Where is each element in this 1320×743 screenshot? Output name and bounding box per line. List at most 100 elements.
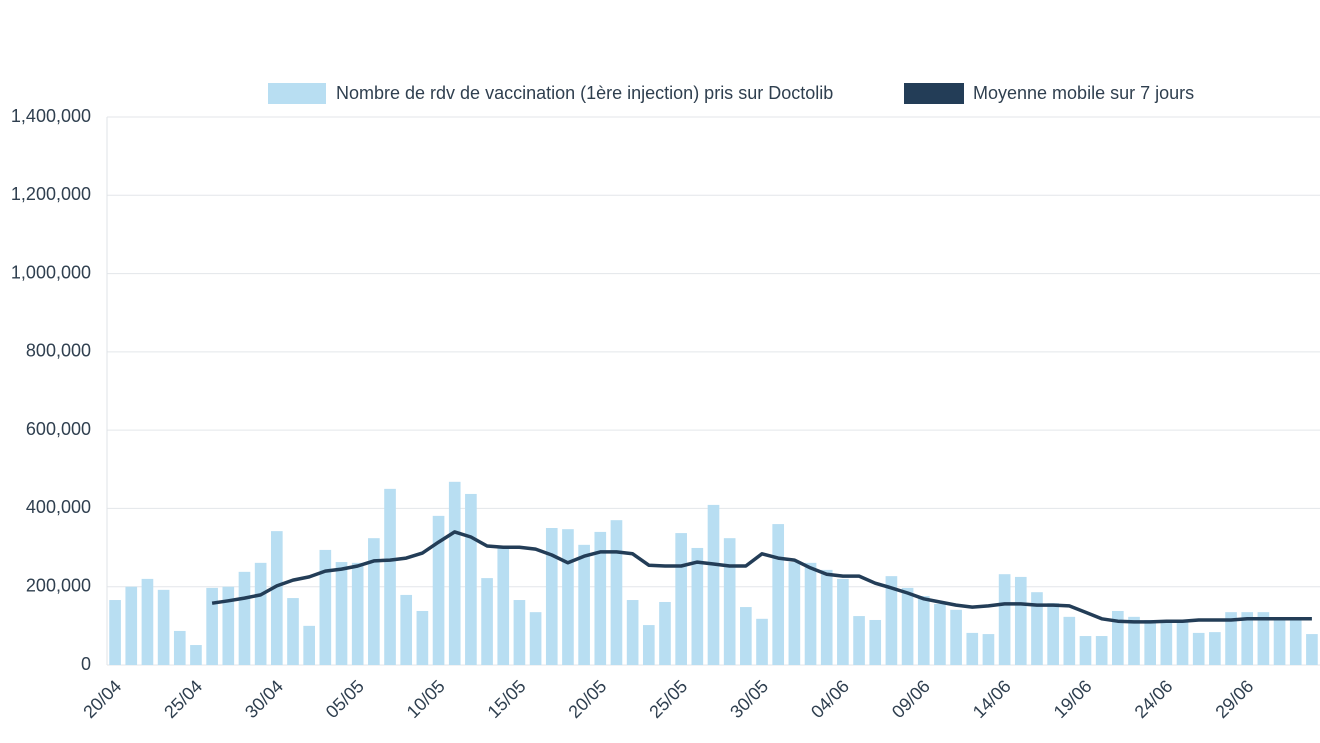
bar xyxy=(545,528,558,665)
x-tick-label: 25/05 xyxy=(645,676,691,722)
y-tick-label: 0 xyxy=(81,654,91,674)
bar xyxy=(1209,632,1221,665)
x-tick-label: 30/05 xyxy=(726,676,772,722)
bar xyxy=(934,603,946,665)
x-tick-label: 19/06 xyxy=(1050,676,1096,722)
bar xyxy=(1192,632,1205,665)
bar xyxy=(109,600,121,665)
bar xyxy=(125,586,138,665)
x-tick-label: 20/04 xyxy=(79,676,125,722)
bar xyxy=(578,544,590,665)
bar xyxy=(707,504,720,665)
x-tick-label: 30/04 xyxy=(241,676,287,722)
bar xyxy=(287,598,299,665)
bar xyxy=(1095,636,1108,665)
bar xyxy=(788,562,801,665)
moving-average-line xyxy=(211,530,1312,624)
bar xyxy=(1014,576,1027,665)
bar xyxy=(1079,636,1092,665)
x-tick-label: 04/06 xyxy=(807,676,853,722)
bar xyxy=(917,596,930,665)
bar xyxy=(529,612,542,665)
bar xyxy=(853,616,865,665)
bar xyxy=(190,645,202,665)
x-tick-label: 20/05 xyxy=(564,676,610,722)
bar xyxy=(772,524,785,665)
bar xyxy=(804,562,817,665)
bar xyxy=(610,520,623,665)
bar xyxy=(594,531,607,665)
bar xyxy=(675,533,687,665)
bar xyxy=(1289,619,1302,665)
bar xyxy=(335,562,348,665)
bar xyxy=(1176,621,1189,665)
y-tick-label: 1,000,000 xyxy=(11,262,91,282)
bar xyxy=(756,618,768,665)
legend-swatch xyxy=(268,83,326,104)
x-tick-label: 15/05 xyxy=(484,676,530,722)
y-tick-label: 1,200,000 xyxy=(11,184,91,204)
bar xyxy=(1128,616,1140,665)
legend-label: Nombre de rdv de vaccination (1ère injec… xyxy=(336,83,833,103)
y-tick-label: 200,000 xyxy=(26,575,91,595)
bar xyxy=(448,481,461,665)
bar xyxy=(869,619,882,665)
x-tick-label: 29/06 xyxy=(1211,676,1257,722)
bar xyxy=(642,625,655,665)
bar xyxy=(222,586,235,665)
bar xyxy=(400,594,413,665)
bar xyxy=(351,562,364,665)
bar xyxy=(497,546,510,665)
legend-swatch xyxy=(904,83,964,104)
x-tick-label: 10/05 xyxy=(403,676,449,722)
x-tick-label: 05/05 xyxy=(322,676,368,722)
x-tick-label: 14/06 xyxy=(969,676,1015,722)
bar xyxy=(141,578,154,665)
bar xyxy=(432,515,445,665)
bar xyxy=(368,538,380,665)
bar xyxy=(885,576,898,665)
bar xyxy=(659,601,671,665)
x-tick-label: 24/06 xyxy=(1131,676,1177,722)
bar xyxy=(481,578,493,665)
bar xyxy=(1144,619,1157,665)
x-tick-label: 09/06 xyxy=(888,676,934,722)
x-tick-label: 25/04 xyxy=(160,676,206,722)
bar xyxy=(238,571,251,665)
bar xyxy=(966,632,979,665)
bar xyxy=(820,569,833,665)
y-tick-label: 1,400,000 xyxy=(11,106,91,126)
y-tick-label: 400,000 xyxy=(26,497,91,517)
bar xyxy=(740,607,752,665)
bar xyxy=(950,609,962,665)
bar xyxy=(691,547,704,665)
bar xyxy=(513,600,526,665)
bar xyxy=(1031,592,1043,665)
bar xyxy=(562,529,574,665)
bar xyxy=(1160,621,1173,665)
bar xyxy=(1225,612,1237,665)
bar xyxy=(157,589,170,665)
bar xyxy=(1257,612,1270,665)
bar xyxy=(173,630,186,665)
y-tick-label: 800,000 xyxy=(26,341,91,361)
y-tick-label: 600,000 xyxy=(26,419,91,439)
bar xyxy=(1047,603,1059,665)
bar xyxy=(270,531,283,665)
bar xyxy=(837,578,849,665)
bar xyxy=(901,587,914,665)
bar xyxy=(998,574,1011,665)
bar xyxy=(465,493,477,665)
bar xyxy=(206,587,218,665)
bar xyxy=(1112,610,1124,665)
bar xyxy=(1273,618,1286,665)
bar xyxy=(303,625,315,665)
bar xyxy=(384,488,396,665)
bar xyxy=(723,538,736,665)
legend-label: Moyenne mobile sur 7 jours xyxy=(973,83,1194,103)
bar xyxy=(1241,612,1254,665)
bar xyxy=(416,610,429,665)
bar xyxy=(1306,634,1318,665)
bar xyxy=(626,600,639,665)
